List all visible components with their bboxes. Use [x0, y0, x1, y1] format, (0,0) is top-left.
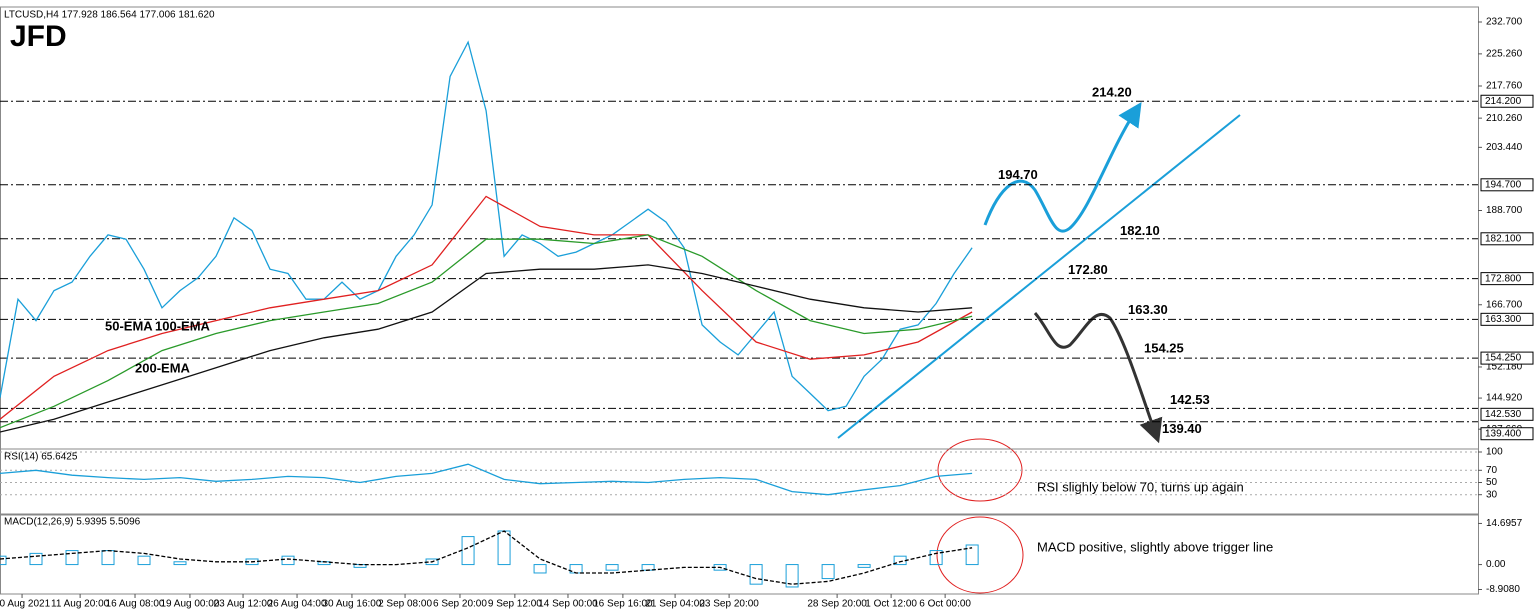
- x-tick-label: 11 Aug 20:00: [51, 599, 110, 610]
- level-annotation: 194.70: [998, 167, 1038, 182]
- x-tick-label: 6 Oct 00:00: [919, 599, 971, 610]
- panel-title: MACD(12,26,9) 5.9395 5.5096: [4, 517, 141, 528]
- level-annotation: 154.25: [1144, 341, 1184, 356]
- series-label: 50-EMA: [105, 318, 153, 333]
- series-line: [0, 264, 973, 433]
- y-tick-label: 152.180: [1486, 362, 1523, 373]
- y-tick-label: 30: [1486, 489, 1498, 500]
- x-tick-label: 14 Sep 00:00: [538, 599, 598, 610]
- macd-bar: [0, 555, 7, 566]
- panel-title: LTCUSD,H4 177.928 186.564 177.006 181.62…: [4, 10, 215, 21]
- macd-highlight: [936, 516, 1024, 594]
- level-annotation: 142.53: [1170, 392, 1210, 407]
- series-label: 100-EMA: [155, 318, 211, 333]
- y-tick-label: 217.760: [1486, 81, 1523, 92]
- level-box: [1480, 312, 1534, 326]
- macd-bar: [749, 564, 763, 585]
- x-tick-label: 19 Aug 00:00: [160, 599, 219, 610]
- level-label: 182.100: [1485, 233, 1522, 244]
- y-tick-label: 225.260: [1486, 49, 1523, 60]
- x-tick-label: 26 Aug 04:00: [268, 599, 327, 610]
- x-tick-label: 2 Sep 08:00: [378, 599, 432, 610]
- level-label: 142.530: [1485, 409, 1522, 420]
- series-label: 200-EMA: [135, 360, 191, 375]
- level-label: 154.250: [1485, 353, 1522, 364]
- series-line: [0, 195, 973, 420]
- y-tick-label: 188.700: [1486, 205, 1523, 216]
- y-tick-label: 203.440: [1486, 142, 1523, 153]
- level-annotation: 182.10: [1120, 223, 1160, 238]
- x-tick-label: 21 Sep 04:00: [645, 599, 705, 610]
- macd-bar: [65, 550, 79, 566]
- y-tick-label: -8.9080: [1486, 584, 1520, 595]
- level-box: [1480, 232, 1534, 246]
- macd-bar: [605, 564, 619, 571]
- macd-bar: [785, 564, 799, 588]
- y-tick-label: 14.6957: [1486, 518, 1523, 529]
- level-label: 214.200: [1485, 96, 1522, 107]
- x-tick-label: 1 Oct 12:00: [865, 599, 917, 610]
- y-tick-label: 144.920: [1486, 393, 1523, 404]
- y-tick-label: 232.700: [1486, 17, 1523, 28]
- signal-line: [0, 530, 973, 585]
- x-tick-label: 6 Sep 20:00: [433, 599, 487, 610]
- bearish-projection: [1033, 312, 1163, 444]
- x-tick-label: 23 Sep 20:00: [699, 599, 759, 610]
- y-tick-label: 210.260: [1486, 113, 1523, 124]
- series-line: [0, 234, 973, 429]
- x-tick-label: 16 Aug 08:00: [106, 599, 165, 610]
- series-line: [0, 40, 973, 412]
- level-annotation: 214.20: [1092, 85, 1132, 100]
- macd-bar: [929, 550, 943, 566]
- level-box: [1480, 94, 1534, 108]
- macd-bar: [533, 564, 547, 574]
- level-label: 172.800: [1485, 273, 1522, 284]
- level-annotation: 163.30: [1128, 302, 1168, 317]
- y-tick-label: 0.00: [1486, 559, 1506, 570]
- macd-bar: [857, 564, 871, 568]
- level-box: [1480, 178, 1534, 192]
- x-tick-label: 9 Sep 12:00: [488, 599, 542, 610]
- panel-title: RSI(14) 65.6425: [4, 452, 78, 463]
- macd-bar: [173, 561, 187, 566]
- series-line: [0, 463, 973, 496]
- level-box: [1480, 427, 1534, 441]
- x-tick-label: 30 Aug 16:00: [322, 599, 381, 610]
- macd-bar: [965, 544, 979, 566]
- level-label: 194.700: [1485, 179, 1522, 190]
- annotation: MACD positive, slightly above trigger li…: [1037, 539, 1273, 554]
- level-annotation: 172.80: [1068, 262, 1108, 277]
- level-box: [1480, 407, 1534, 421]
- macd-bar: [29, 552, 43, 566]
- level-label: 139.400: [1485, 428, 1522, 439]
- x-tick-label: 10 Aug 2021: [0, 599, 51, 610]
- level-label: 163.300: [1485, 314, 1522, 325]
- logo: JFD: [10, 20, 67, 53]
- macd-bar: [821, 564, 835, 580]
- macd-bar: [137, 555, 151, 566]
- level-annotation: 139.40: [1162, 421, 1202, 436]
- x-tick-label: 28 Sep 20:00: [807, 599, 867, 610]
- trend-line: [837, 114, 1241, 439]
- annotation: RSI slighly below 70, turns up again: [1037, 479, 1244, 494]
- macd-bar: [281, 555, 295, 566]
- level-box: [1480, 272, 1534, 286]
- y-tick-label: 100: [1486, 447, 1503, 458]
- y-tick-label: 70: [1486, 465, 1498, 476]
- rsi-highlight: [937, 438, 1023, 502]
- y-tick-label: 50: [1486, 477, 1498, 488]
- x-tick-label: 16 Sep 16:00: [593, 599, 653, 610]
- x-tick-label: 23 Aug 12:00: [214, 599, 273, 610]
- level-box: [1480, 351, 1534, 365]
- y-tick-label: 166.700: [1486, 299, 1523, 310]
- panel-frame: [0, 513, 1479, 595]
